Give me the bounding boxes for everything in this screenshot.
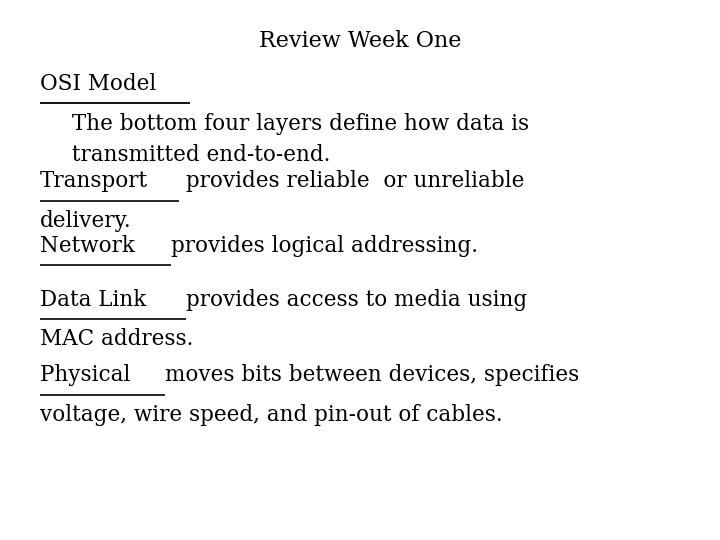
Text: moves bits between devices, specifies: moves bits between devices, specifies bbox=[165, 364, 580, 387]
Text: The bottom four layers define how data is
 transmitted end-to-end.: The bottom four layers define how data i… bbox=[65, 113, 529, 166]
Text: Transport: Transport bbox=[40, 170, 148, 192]
Text: Physical: Physical bbox=[40, 364, 137, 387]
Text: voltage, wire speed, and pin-out of cables.: voltage, wire speed, and pin-out of cabl… bbox=[40, 404, 503, 426]
Text: Data Link: Data Link bbox=[40, 289, 153, 311]
Text: OSI Model: OSI Model bbox=[40, 73, 156, 95]
Text: Review Week One: Review Week One bbox=[258, 30, 462, 52]
Text: MAC address.: MAC address. bbox=[40, 328, 193, 350]
Text: delivery.: delivery. bbox=[40, 210, 131, 232]
Text: provides access to media using: provides access to media using bbox=[186, 289, 527, 311]
Text: provides logical addressing.: provides logical addressing. bbox=[171, 235, 478, 257]
Text: Network: Network bbox=[40, 235, 141, 257]
Text: provides reliable  or unreliable: provides reliable or unreliable bbox=[179, 170, 524, 192]
